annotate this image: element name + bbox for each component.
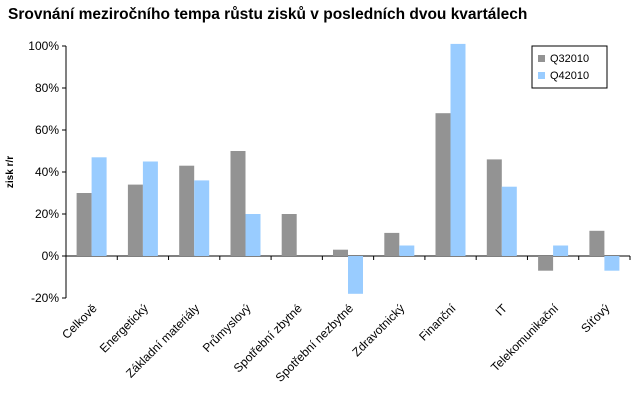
bar-q32010-10 xyxy=(589,230,605,256)
bar-q42010-9 xyxy=(553,245,569,256)
bar-q32010-6 xyxy=(384,232,400,256)
legend-entry: Q42010 xyxy=(550,70,589,82)
legend-swatch xyxy=(538,72,545,79)
category-label: Průmyslový xyxy=(200,301,254,355)
bar-q32010-9 xyxy=(538,256,554,271)
bar-q32010-0 xyxy=(76,193,92,256)
bar-q32010-1 xyxy=(127,184,143,256)
y-tick-label: 100% xyxy=(28,39,59,53)
category-label: Energetický xyxy=(97,301,151,355)
bar-q32010-2 xyxy=(179,165,195,256)
bar-q42010-10 xyxy=(604,256,620,271)
plot-area: -20% 0% 20% 40% 60% 80% 100% CelkověEnergetický… xyxy=(28,39,631,385)
y-tick-label: 60% xyxy=(35,123,59,137)
category-label: IT xyxy=(492,301,510,319)
bar-q42010-0 xyxy=(91,157,107,256)
bar-q32010-7 xyxy=(435,113,451,256)
bar-q42010-8 xyxy=(501,186,517,256)
bar-q42010-2 xyxy=(194,180,210,256)
legend-box xyxy=(531,45,608,89)
legend-swatch xyxy=(538,55,545,62)
y-tick-label: 40% xyxy=(35,165,59,179)
legend-entry: Q32010 xyxy=(550,53,589,65)
chart-title: Srovnání meziročního tempa růstu zisků v… xyxy=(8,6,527,23)
bar-q32010-5 xyxy=(333,249,348,256)
bar-q42010-5 xyxy=(348,256,363,294)
category-label: Finanční xyxy=(416,301,459,344)
y-axis-label: zisk r/r xyxy=(5,156,16,188)
y-tick-label: -20% xyxy=(31,291,59,305)
bar-q42010-6 xyxy=(399,245,415,256)
y-tick-label: 80% xyxy=(35,81,59,95)
category-label: Celkově xyxy=(59,301,100,342)
category-label: Síťový xyxy=(578,301,612,335)
bar-q42010-7 xyxy=(450,43,466,257)
bar-q42010-1 xyxy=(142,161,158,256)
bar-q32010-4 xyxy=(281,214,297,256)
bar-q32010-8 xyxy=(486,159,502,256)
y-tick-label: 0% xyxy=(42,249,60,263)
y-tick-label: 20% xyxy=(35,207,59,221)
bar-q42010-3 xyxy=(245,214,261,256)
bar-q32010-3 xyxy=(230,151,246,256)
category-label: Zdravotnický xyxy=(349,301,407,359)
